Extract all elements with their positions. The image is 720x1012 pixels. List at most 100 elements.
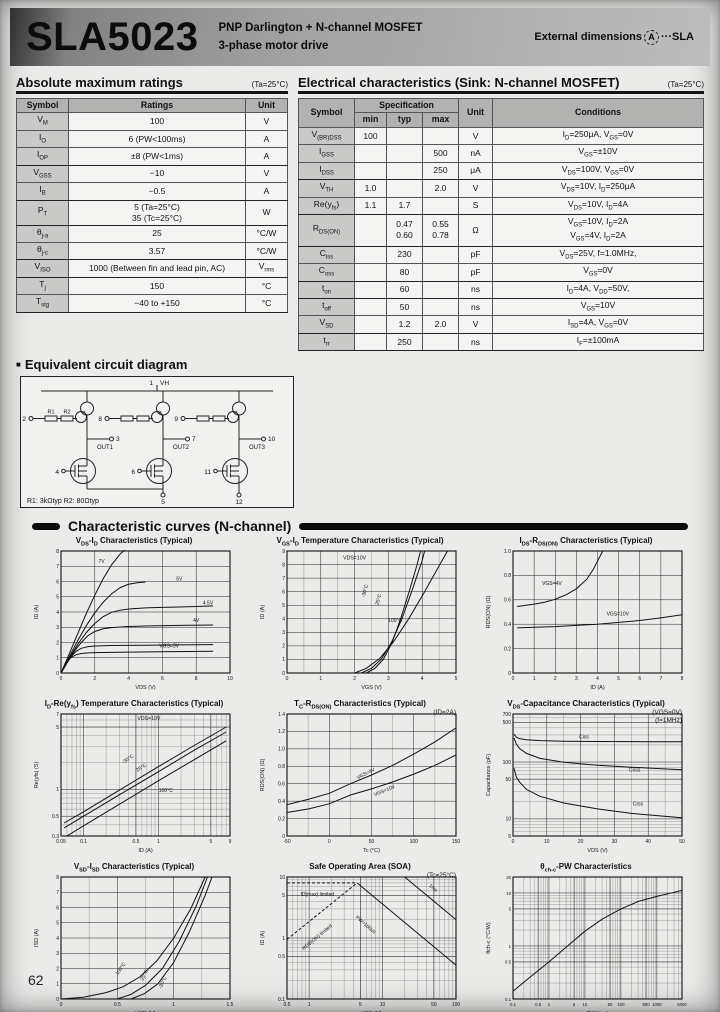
svg-text:3: 3 <box>56 951 59 957</box>
svg-text:4: 4 <box>282 617 285 623</box>
svg-text:7: 7 <box>56 564 59 570</box>
svg-text:0.8: 0.8 <box>504 574 511 580</box>
svg-text:8: 8 <box>681 676 684 682</box>
table-cell-min <box>354 213 387 247</box>
svg-text:9: 9 <box>282 549 285 555</box>
equivalent-circuit-section: ■ Equivalent circuit diagram <box>16 357 704 509</box>
svg-text:3: 3 <box>56 625 59 631</box>
svg-text:4V: 4V <box>193 618 200 624</box>
table-row: VTH 1.0 2.0 V VDS=10V, ID=250μA <box>298 179 704 198</box>
svg-text:0: 0 <box>282 834 285 840</box>
table-cell-symbol: Re(yfs) <box>298 196 355 215</box>
table-cell-symbol: Tj <box>16 276 69 296</box>
chart-corner-note: (ID=2A) <box>433 709 456 717</box>
chart-canvas-id-reyfs-temp: 0.05 0.1 0.5 1 5 9 0.3 0.5 1 5 7 ID (A) Re(yfs) (S) -… <box>34 712 232 854</box>
header: SLA5023 PNP Darlington + N-channel MOSFE… <box>10 8 710 66</box>
table-cell-min <box>354 298 387 317</box>
table-cell-symbol: VM <box>16 112 69 131</box>
table-cell-symbol: Tstg <box>16 294 69 313</box>
circuit-box: 1 VH 2 8 9 R1 R2 3 OUT1 7 OUT2 10 <box>20 376 294 509</box>
table-cell-unit: W <box>245 199 288 226</box>
elec-title: Electrical characteristics (Sink: N-chan… <box>298 75 620 90</box>
ext-dim-label: External dimensions <box>534 31 642 43</box>
table-cell-conditions: VDS=25V, f=1.0MHz, <box>492 245 704 265</box>
table-cell-symbol: VSD <box>298 315 355 334</box>
table-cell-typ: 0.47 0.60 <box>386 213 423 247</box>
abs-max-section: Absolute maximum ratings (Ta=25°C) Symbo… <box>16 75 288 351</box>
svg-text:0.1: 0.1 <box>278 997 285 1003</box>
svg-text:1: 1 <box>282 658 285 664</box>
svg-text:25°C: 25°C <box>375 593 384 606</box>
pin-1-label: 1 <box>149 380 153 387</box>
table-cell-symbol: θj-c <box>16 242 69 261</box>
elec-heading: Electrical characteristics (Sink: N-chan… <box>298 75 704 94</box>
table-cell-symbol: VTH <box>298 179 355 198</box>
table-cell-rating: −40 to +150 <box>68 294 246 313</box>
pin-3-label: 3 <box>116 436 120 443</box>
svg-text:-30°C: -30°C <box>361 584 370 598</box>
table-cell-typ: 250 <box>386 332 423 352</box>
svg-text:VGS=3V: VGS=3V <box>159 644 179 650</box>
svg-text:VDS=10V: VDS=10V <box>137 716 160 722</box>
table-cell-rating: −10 <box>68 164 246 184</box>
table-cell-typ: 1.7 <box>386 196 423 215</box>
svg-text:ID (A): ID (A) <box>138 848 153 854</box>
table-row: toff 50 ns VGS=10V <box>298 298 704 317</box>
svg-text:1: 1 <box>56 787 59 793</box>
svg-text:10: 10 <box>227 676 233 682</box>
table-cell-rating: ±8 (PW<1ms) <box>68 147 246 166</box>
r1-label: R1 <box>47 410 54 416</box>
chart-title: VSD-ISD Characteristics (Typical) <box>73 862 195 874</box>
svg-text:10: 10 <box>279 875 285 881</box>
pin-7-label: 7 <box>192 436 196 443</box>
svg-text:7: 7 <box>56 712 59 718</box>
svg-text:7: 7 <box>659 676 662 682</box>
svg-text:0: 0 <box>60 1002 63 1008</box>
table-header-row: Symbol Specification Unit Conditions <box>298 97 704 128</box>
chart-canvas-theta-pw: 0.10.5151050100500100050000.10.5151020PW… <box>486 875 687 1012</box>
svg-text:RDS(ON) (Ω): RDS(ON) (Ω) <box>260 759 266 792</box>
svg-text:100: 100 <box>410 839 419 845</box>
svg-text:20: 20 <box>506 875 511 880</box>
chart-title: IDS-RDS(ON) Characteristics (Typical) <box>519 536 653 548</box>
svg-text:PW=100μs: PW=100μs <box>354 915 377 936</box>
circuit-diagram: 1 VH 2 8 9 R1 R2 3 OUT1 7 OUT2 10 <box>22 380 275 506</box>
svg-text:50: 50 <box>608 1002 613 1007</box>
table-cell-conditions: VDS=10V, ID=4A <box>492 196 704 215</box>
chart-title: θch-c-PW Characteristics <box>540 862 632 874</box>
svg-text:8: 8 <box>195 676 198 682</box>
table-cell-conditions: VDS=100V, VGS=0V <box>492 161 704 181</box>
table-row: Ciss 230 pF VDS=25V, f=1.0MHz, <box>298 245 704 265</box>
svg-text:0.6: 0.6 <box>504 598 511 604</box>
col-min: min <box>354 112 387 128</box>
svg-text:40: 40 <box>645 839 651 845</box>
chart-title: ID-Re(yfs) Temperature Characteristics (… <box>44 699 224 711</box>
table-cell-min <box>354 280 387 300</box>
svg-text:0.4: 0.4 <box>504 622 511 628</box>
table-cell-unit: V <box>458 126 494 146</box>
svg-text:3: 3 <box>282 630 285 636</box>
svg-text:4: 4 <box>127 676 130 682</box>
table-cell-typ: 230 <box>386 245 423 265</box>
table-cell-max: 0.55 0.78 <box>421 213 460 247</box>
svg-text:10: 10 <box>544 839 550 845</box>
svg-text:VGS (V): VGS (V) <box>361 685 382 691</box>
svg-text:4: 4 <box>421 676 424 682</box>
svg-text:VGS=10V: VGS=10V <box>373 784 397 798</box>
table-row: trr 250 ns IF=±100mA <box>298 332 704 352</box>
svg-text:ID (A): ID (A) <box>260 605 266 620</box>
chart-vgs-id-temp: VGS-ID Temperature Characteristics (Typi… <box>250 536 470 696</box>
svg-text:-30°C: -30°C <box>158 976 169 991</box>
external-dimensions: External dimensions A ···SLA <box>534 29 694 45</box>
table-header-row: Symbol Ratings Unit <box>16 97 288 114</box>
table-cell-max <box>421 332 460 352</box>
chart-title: Safe Operating Area (SOA) <box>309 862 411 872</box>
svg-text:8: 8 <box>56 875 59 881</box>
svg-text:50: 50 <box>679 839 685 845</box>
pin-8-label: 8 <box>98 416 102 423</box>
svg-text:5: 5 <box>282 603 285 609</box>
col-typ: typ <box>386 112 423 128</box>
svg-text:0.5: 0.5 <box>284 1002 291 1008</box>
svg-text:RDS(ON) (Ω): RDS(ON) (Ω) <box>486 596 492 629</box>
chart-title: VDS-ID Characteristics (Typical) <box>75 536 193 548</box>
